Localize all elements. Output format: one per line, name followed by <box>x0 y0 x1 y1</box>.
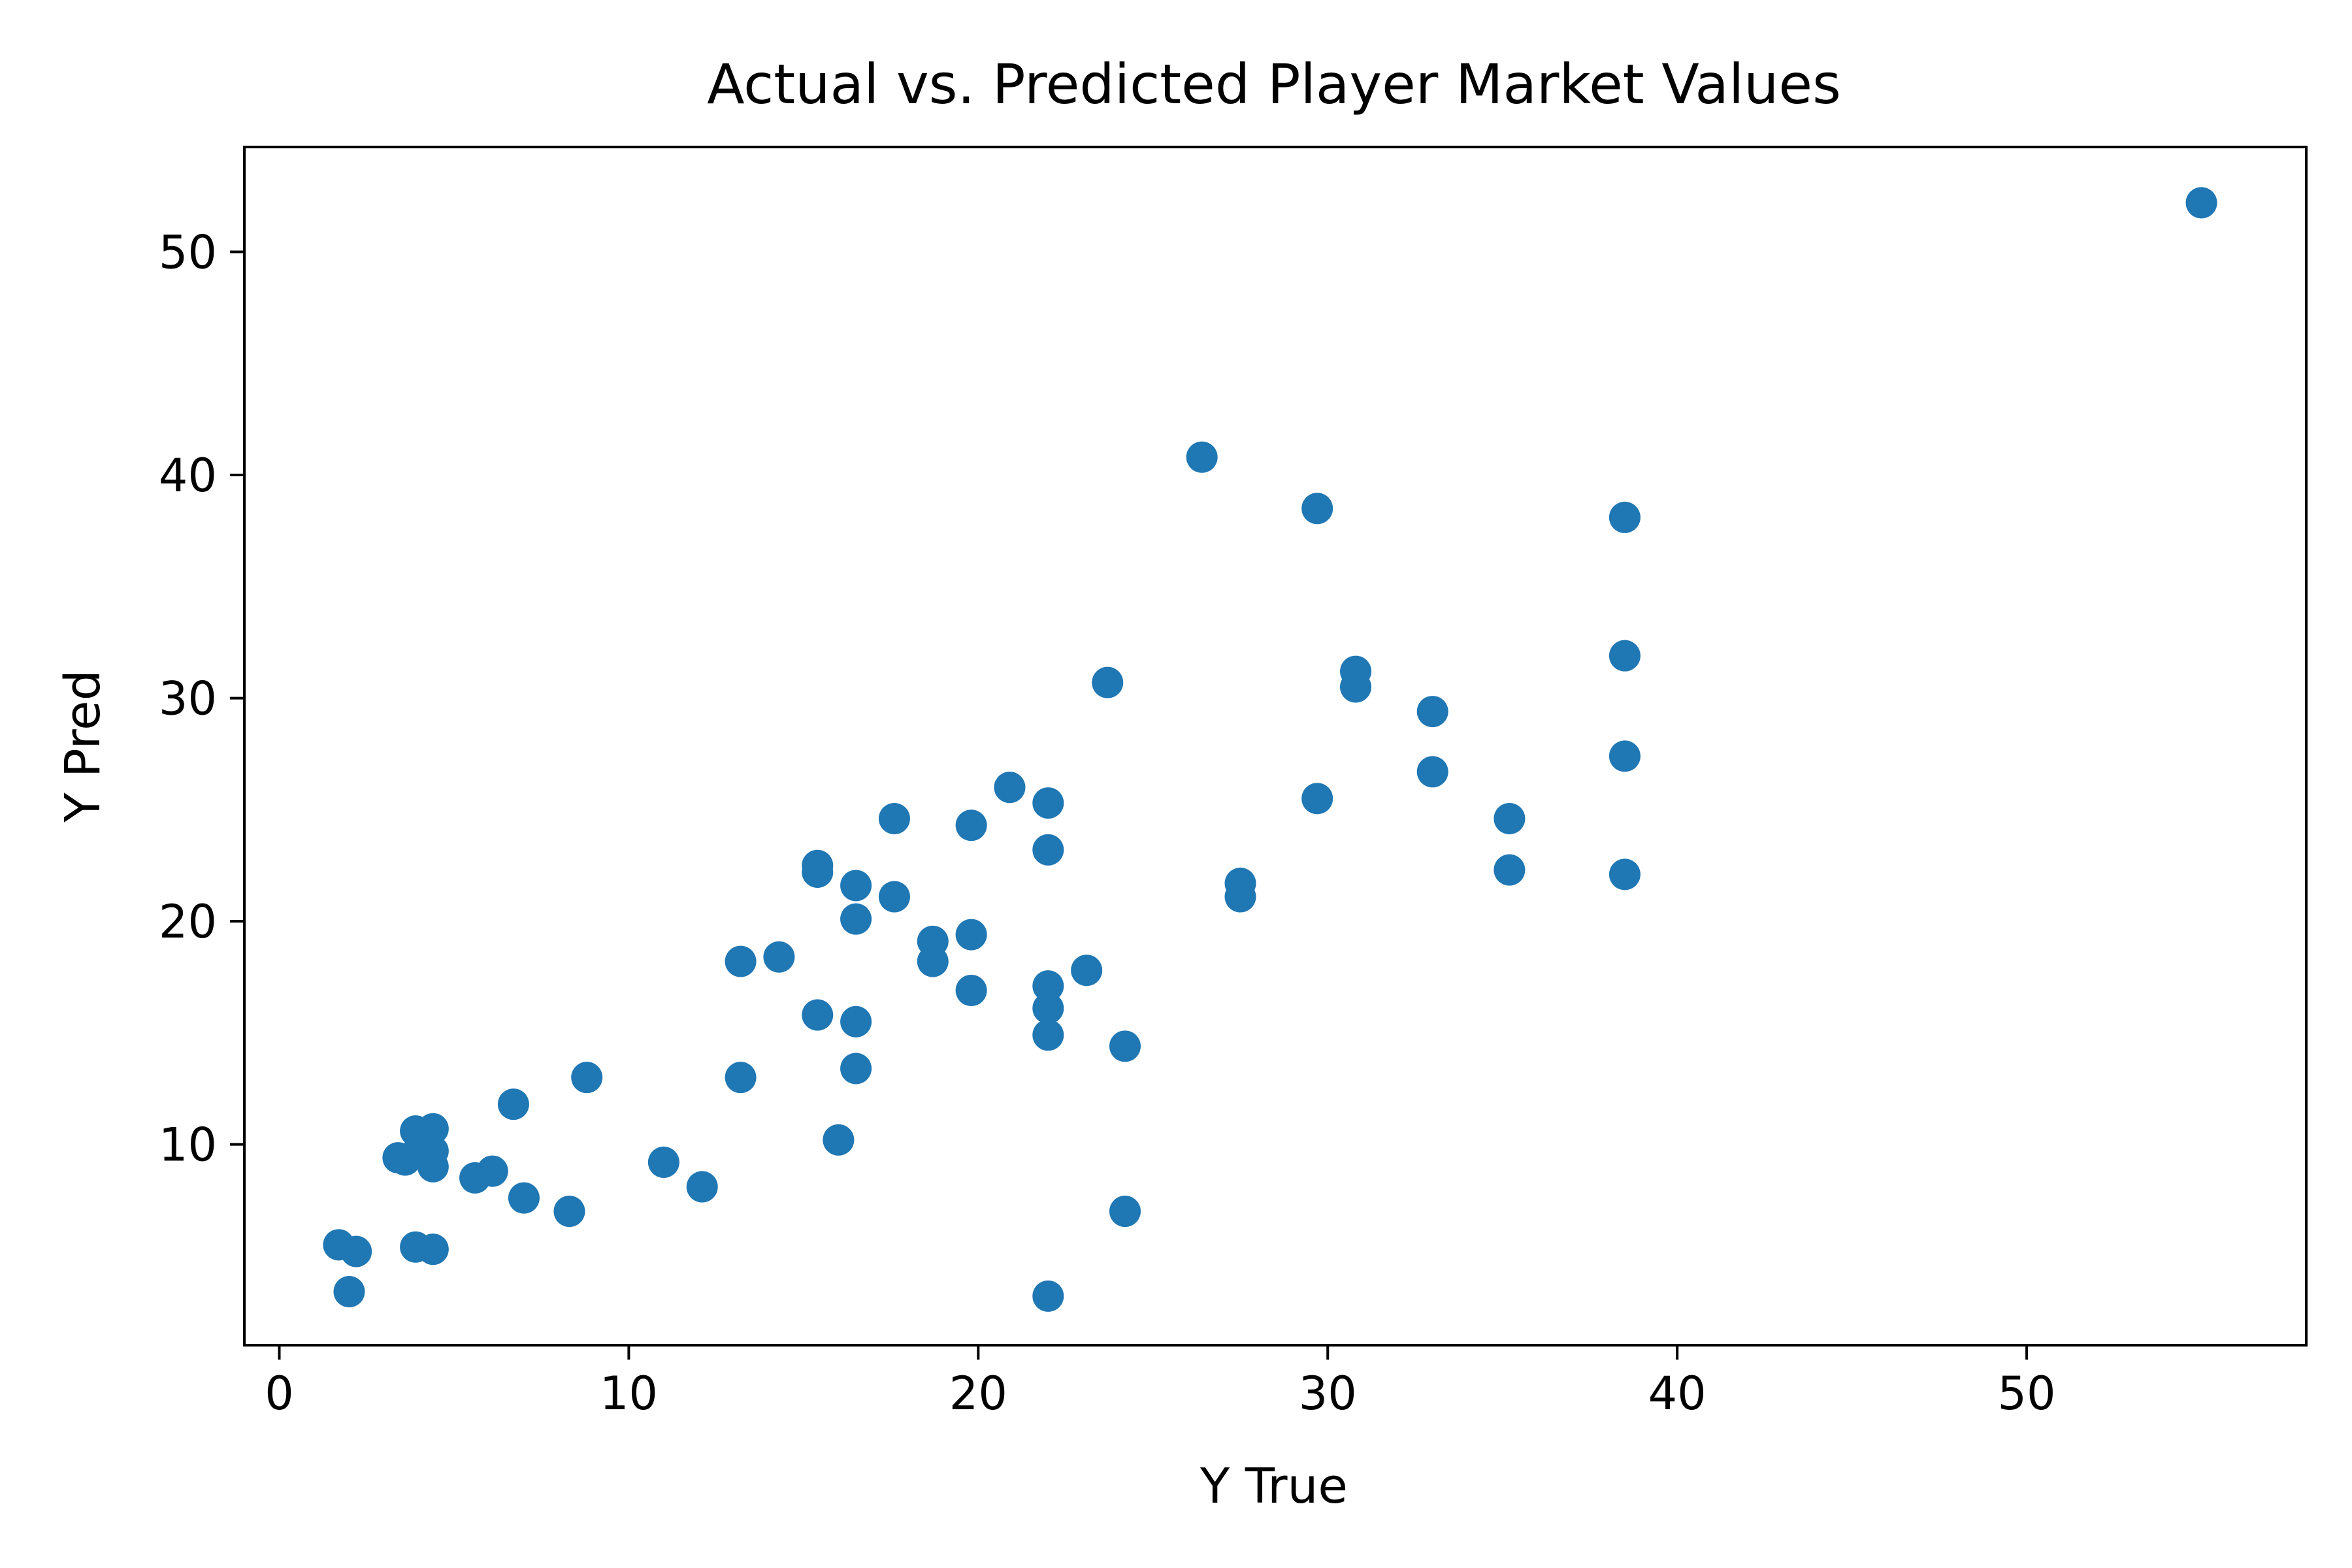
y-tick-label: 30 <box>159 672 217 726</box>
data-point <box>1032 1019 1064 1051</box>
data-point <box>1301 783 1333 815</box>
data-point <box>1609 858 1641 890</box>
data-point <box>1609 640 1641 672</box>
y-tick-label: 40 <box>159 449 217 502</box>
data-point <box>840 870 872 902</box>
data-point <box>1071 955 1103 987</box>
data-point <box>763 941 795 973</box>
y-axis: 10 20 30 40 50 <box>159 226 244 1172</box>
data-point <box>1186 441 1218 473</box>
data-point <box>955 974 987 1006</box>
data-point <box>994 772 1026 804</box>
plot-area-frame <box>243 146 2308 1347</box>
y-tick-label: 20 <box>159 895 217 949</box>
data-point <box>333 1276 365 1308</box>
data-point <box>497 1088 529 1120</box>
data-point <box>1032 1280 1064 1312</box>
data-point <box>1032 992 1064 1024</box>
data-point <box>1109 1196 1141 1228</box>
x-axis-label: Y True <box>1200 1458 1348 1514</box>
data-point <box>1494 854 1526 886</box>
data-point <box>417 1113 449 1145</box>
x-tick-label: 20 <box>949 1367 1007 1420</box>
data-point <box>878 802 910 834</box>
data-point <box>840 903 872 935</box>
data-point <box>840 1053 872 1085</box>
data-point <box>1301 493 1333 525</box>
chart-title: Actual vs. Predicted Player Market Value… <box>707 52 1841 116</box>
x-tick-label: 40 <box>1648 1367 1707 1420</box>
points-layer <box>323 187 2217 1312</box>
y-tick-label: 10 <box>159 1119 217 1172</box>
data-point <box>2185 187 2217 219</box>
data-point <box>725 1062 757 1094</box>
x-tick-label: 30 <box>1299 1367 1357 1420</box>
data-point <box>823 1124 855 1156</box>
y-axis-label: Y Pred <box>55 670 111 823</box>
data-point <box>571 1062 603 1094</box>
data-point <box>1032 970 1064 1002</box>
data-point <box>1032 787 1064 819</box>
data-point <box>802 999 834 1031</box>
data-point <box>955 809 987 841</box>
x-tick-label: 50 <box>1998 1367 2056 1420</box>
x-tick-label: 10 <box>600 1367 658 1420</box>
data-point <box>417 1151 449 1183</box>
data-point <box>1609 501 1641 533</box>
data-point <box>725 945 757 977</box>
data-point <box>476 1155 508 1187</box>
y-tick-label: 50 <box>159 226 217 280</box>
data-point <box>1092 666 1124 698</box>
data-point <box>1494 802 1526 834</box>
data-point <box>1416 756 1448 788</box>
x-axis: 0 10 20 30 40 50 <box>265 1345 2056 1420</box>
data-point <box>1109 1030 1141 1062</box>
data-point <box>686 1171 718 1203</box>
data-point <box>647 1146 679 1178</box>
data-point <box>340 1235 372 1267</box>
data-point <box>802 856 834 888</box>
data-point <box>1032 834 1064 866</box>
data-point <box>417 1233 449 1266</box>
data-point <box>955 919 987 951</box>
data-point <box>878 881 910 913</box>
data-point <box>1224 881 1256 913</box>
data-point <box>1416 696 1448 728</box>
data-point <box>508 1182 540 1214</box>
data-point <box>917 945 949 977</box>
data-point <box>840 1005 872 1037</box>
data-point <box>553 1196 585 1228</box>
data-point <box>1609 740 1641 772</box>
data-point <box>1340 671 1372 703</box>
x-tick-label: 0 <box>265 1367 294 1420</box>
